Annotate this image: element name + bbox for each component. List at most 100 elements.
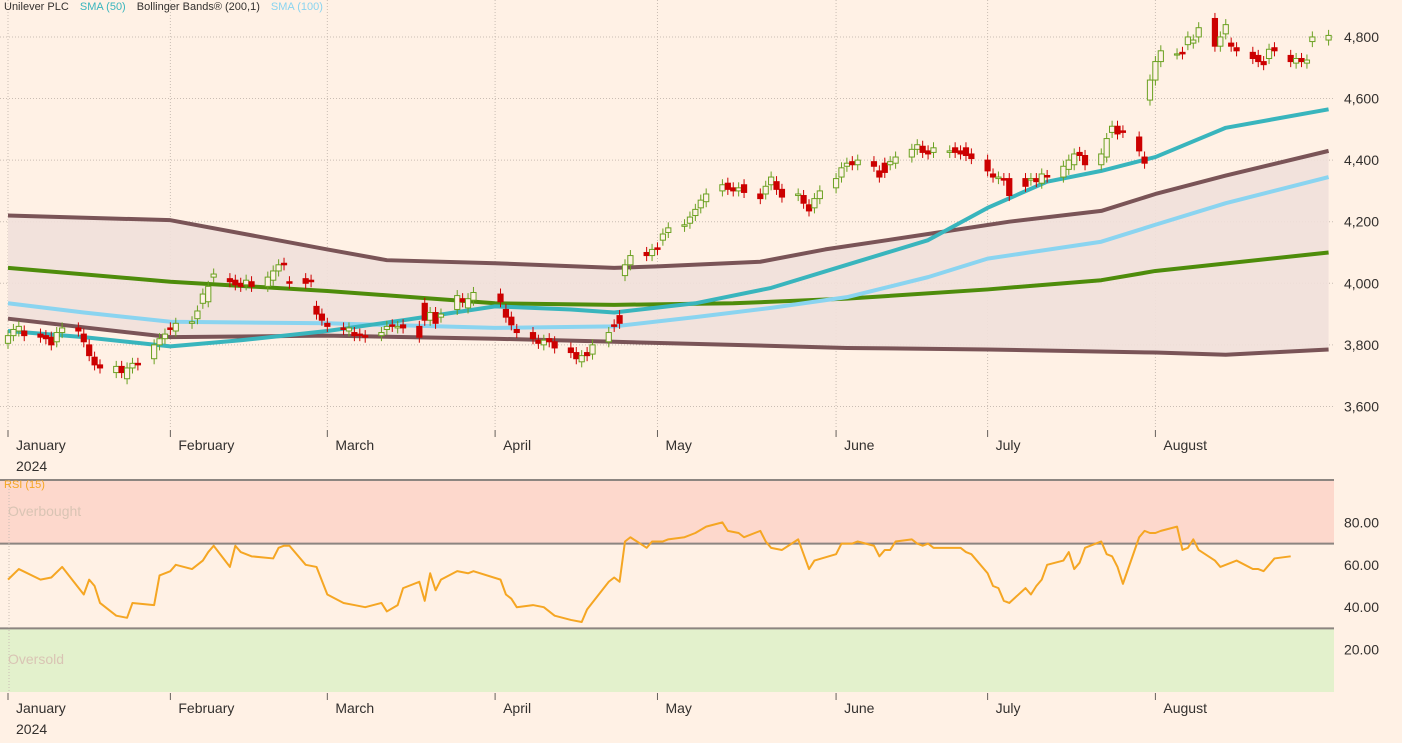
candle-body[interactable] — [1022, 178, 1029, 187]
candle-body[interactable] — [535, 339, 542, 344]
candle-body[interactable] — [1146, 79, 1154, 101]
candle-body[interactable] — [96, 364, 104, 369]
candle-body[interactable] — [930, 147, 937, 153]
candle-body[interactable] — [508, 316, 515, 326]
candle-body[interactable] — [1271, 47, 1278, 52]
candle-body[interactable] — [773, 181, 780, 190]
candle-body[interactable] — [1217, 36, 1224, 47]
candle-body[interactable] — [1260, 61, 1267, 66]
candle-body[interactable] — [1065, 159, 1072, 170]
candle-body[interactable] — [226, 278, 234, 283]
candle-body[interactable] — [686, 216, 694, 224]
candle-body[interactable] — [378, 332, 385, 337]
candle-body[interactable] — [616, 315, 623, 324]
candle-body[interactable] — [21, 330, 28, 337]
candle-body[interactable] — [892, 156, 899, 164]
candle-body[interactable] — [914, 144, 921, 150]
candle-body[interactable] — [1103, 138, 1110, 158]
candle-body[interactable] — [735, 187, 742, 192]
candle-body[interactable] — [437, 313, 445, 318]
candle-body[interactable] — [459, 298, 466, 303]
candle-body[interactable] — [795, 193, 802, 197]
candle-body[interactable] — [540, 339, 547, 346]
candle-body[interactable] — [42, 335, 49, 340]
candle-body[interactable] — [692, 208, 699, 217]
candle-body[interactable] — [838, 167, 845, 178]
candle-body[interactable] — [724, 182, 731, 190]
candle-body[interactable] — [362, 335, 369, 338]
candle-body[interactable] — [59, 327, 66, 334]
candle-body[interactable] — [1108, 125, 1116, 133]
candle-body[interactable] — [270, 270, 277, 281]
candle-body[interactable] — [75, 327, 82, 332]
candle-body[interactable] — [113, 365, 120, 374]
candle-body[interactable] — [1228, 42, 1235, 47]
candle-body[interactable] — [151, 344, 158, 360]
candle-body[interactable] — [264, 276, 271, 287]
candle-body[interactable] — [167, 327, 174, 330]
candle-body[interactable] — [1233, 47, 1240, 52]
candle-body[interactable] — [1081, 154, 1089, 166]
candle-body[interactable] — [1298, 58, 1305, 63]
candle-body[interactable] — [924, 150, 932, 155]
candle-body[interactable] — [172, 322, 179, 332]
candle-body[interactable] — [199, 293, 206, 304]
candle-body[interactable] — [529, 332, 537, 340]
candle-body[interactable] — [237, 282, 244, 287]
candle-body[interactable] — [502, 308, 510, 318]
candle-body[interactable] — [816, 190, 823, 200]
candle-body[interactable] — [805, 204, 813, 212]
candle-body[interactable] — [919, 145, 926, 153]
candle-body[interactable] — [123, 367, 131, 380]
candle-body[interactable] — [394, 325, 401, 329]
candle-body[interactable] — [470, 292, 477, 301]
candle-body[interactable] — [156, 338, 163, 346]
candle-body[interactable] — [740, 184, 748, 193]
candle-body[interactable] — [243, 279, 250, 286]
candle-body[interactable] — [351, 332, 358, 337]
candle-body[interactable] — [643, 251, 650, 257]
candle-body[interactable] — [1303, 59, 1311, 64]
candle-body[interactable] — [1287, 54, 1294, 63]
candle-body[interactable] — [1044, 175, 1051, 178]
candle-body[interactable] — [280, 262, 288, 266]
candlesticks[interactable] — [4, 12, 1332, 385]
candle-body[interactable] — [648, 248, 656, 257]
candle-body[interactable] — [968, 153, 975, 160]
candle-body[interactable] — [1136, 136, 1143, 152]
candle-body[interactable] — [627, 255, 634, 266]
candle-body[interactable] — [1184, 36, 1191, 46]
legend-sma100[interactable]: SMA (100) — [270, 1, 323, 13]
candle-body[interactable] — [952, 147, 959, 153]
candle-body[interactable] — [4, 335, 12, 344]
candle-body[interactable] — [1027, 178, 1035, 181]
candle-body[interactable] — [416, 325, 423, 338]
candle-body[interactable] — [1265, 48, 1273, 60]
candle-body[interactable] — [86, 344, 93, 357]
candle-body[interactable] — [1060, 165, 1067, 178]
candle-body[interactable] — [1033, 178, 1040, 183]
candle-body[interactable] — [324, 322, 331, 327]
candle-body[interactable] — [1325, 34, 1332, 41]
candle-body[interactable] — [1114, 125, 1121, 135]
candle-body[interactable] — [1222, 24, 1229, 35]
candle-body[interactable] — [605, 332, 612, 343]
candle-body[interactable] — [573, 352, 580, 360]
legend-sma50[interactable]: SMA (50) — [79, 1, 126, 13]
candle-body[interactable] — [719, 184, 726, 192]
candle-body[interactable] — [1071, 153, 1078, 166]
candle-body[interactable] — [778, 188, 786, 198]
candle-body[interactable] — [91, 356, 98, 366]
candle-body[interactable] — [1293, 58, 1300, 64]
candle-body[interactable] — [1038, 173, 1045, 184]
candle-body[interactable] — [454, 295, 461, 310]
candle-body[interactable] — [546, 338, 553, 343]
candle-body[interactable] — [768, 176, 775, 186]
candle-body[interactable] — [578, 355, 585, 363]
candle-body[interactable] — [876, 170, 883, 178]
candle-body[interactable] — [340, 327, 347, 330]
candle-body[interactable] — [205, 285, 212, 303]
candle-body[interactable] — [887, 161, 894, 166]
candle-body[interactable] — [383, 325, 390, 330]
candle-body[interactable] — [248, 281, 255, 287]
